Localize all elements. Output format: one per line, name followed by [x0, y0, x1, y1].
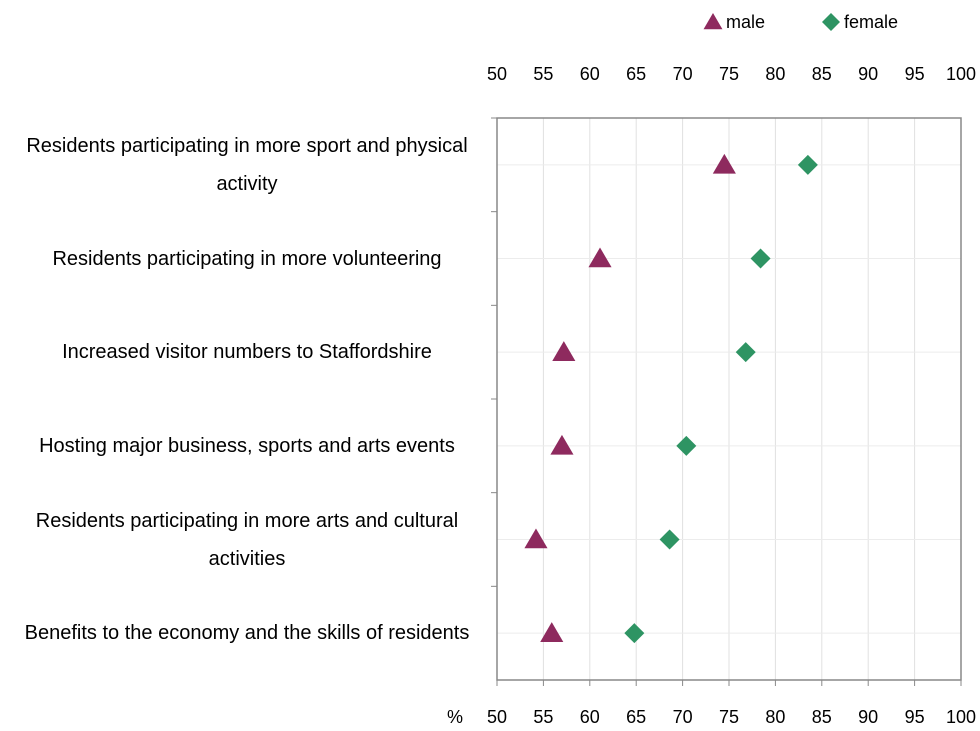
- data-point: [712, 153, 736, 174]
- data-point: [524, 528, 548, 549]
- category-label: Hosting major business, sports and arts …: [39, 434, 455, 457]
- legend-marker: [703, 13, 723, 30]
- data-point: [552, 341, 576, 361]
- data-point: [750, 248, 771, 269]
- legend-marker: [822, 13, 840, 31]
- x-tick-label-top: 65: [626, 64, 646, 84]
- x-tick-label-bottom: 60: [580, 707, 600, 727]
- category-label: Benefits to the economy and the skills o…: [24, 622, 470, 645]
- data-point: [588, 247, 612, 268]
- x-axis-label: %: [447, 707, 463, 727]
- data-point: [540, 622, 564, 642]
- x-tick-label-bottom: 75: [719, 707, 739, 727]
- x-tick-label-top: 50: [487, 64, 507, 84]
- x-tick-label-bottom: 50: [487, 707, 507, 727]
- legend-label: male: [726, 12, 765, 32]
- x-tick-label-bottom: 100: [946, 707, 976, 727]
- data-point: [624, 623, 645, 644]
- x-tick-label-bottom: 85: [812, 707, 832, 727]
- x-tick-label-bottom: 90: [858, 707, 878, 727]
- data-point: [676, 435, 697, 456]
- x-tick-label-top: 85: [812, 64, 832, 84]
- data-point: [735, 342, 756, 363]
- category-label: Residents participating in more sport an…: [26, 134, 468, 195]
- x-tick-label-top: 70: [673, 64, 693, 84]
- x-tick-label-bottom: 65: [626, 707, 646, 727]
- x-tick-label-top: 95: [905, 64, 925, 84]
- x-tick-label-bottom: 55: [533, 707, 553, 727]
- x-tick-label-top: 60: [580, 64, 600, 84]
- x-tick-label-bottom: 80: [765, 707, 785, 727]
- data-point: [797, 154, 818, 175]
- category-label: Residents participating in more arts and…: [35, 509, 459, 570]
- legend-label: female: [844, 12, 898, 32]
- x-tick-label-bottom: 95: [905, 707, 925, 727]
- x-tick-label-top: 80: [765, 64, 785, 84]
- data-point: [550, 434, 574, 455]
- x-tick-label-top: 100: [946, 64, 976, 84]
- data-point: [659, 529, 680, 550]
- x-tick-label-top: 90: [858, 64, 878, 84]
- x-tick-label-top: 75: [719, 64, 739, 84]
- category-label: Increased visitor numbers to Staffordshi…: [62, 341, 432, 364]
- category-label: Residents participating in more voluntee…: [52, 247, 442, 270]
- plot-border: [496, 117, 962, 681]
- x-tick-label-bottom: 70: [673, 707, 693, 727]
- x-tick-label-top: 55: [533, 64, 553, 84]
